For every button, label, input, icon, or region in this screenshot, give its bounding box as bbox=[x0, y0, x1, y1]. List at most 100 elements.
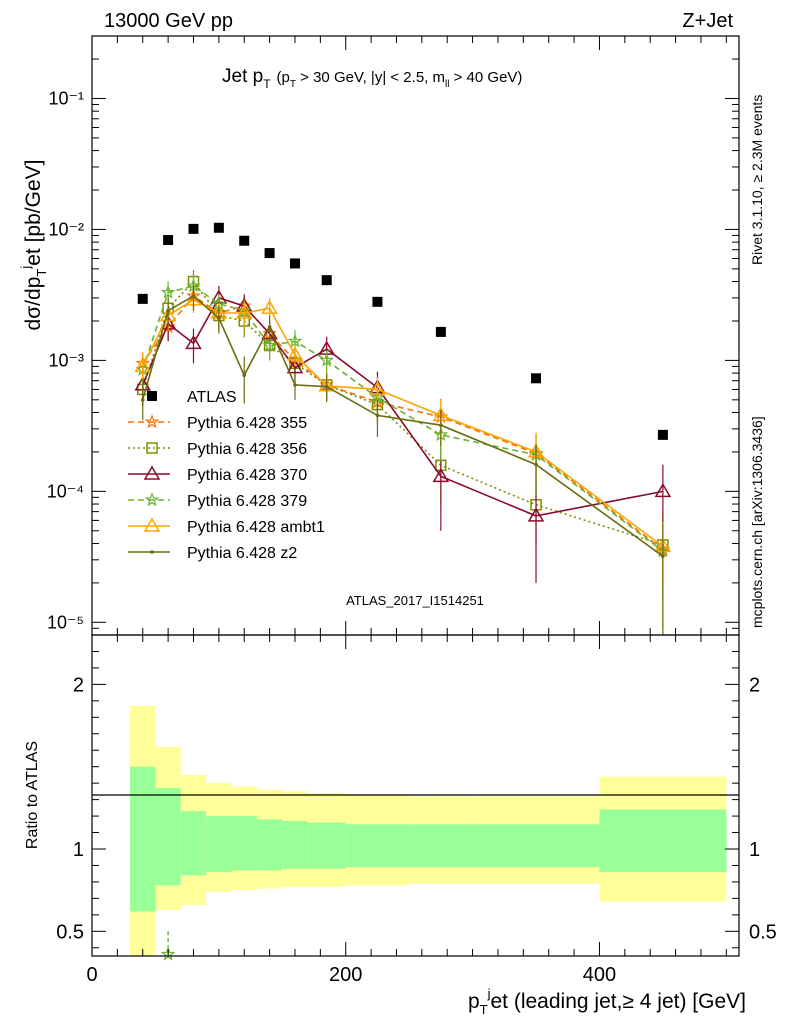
data-point bbox=[150, 550, 154, 554]
data-point bbox=[191, 294, 196, 298]
main-y-ticks: 10⁻¹ 10⁻² 10⁻³ 10⁻⁴ 10⁻⁵ bbox=[47, 36, 739, 636]
band-inner bbox=[599, 809, 727, 873]
header-right: Z+Jet bbox=[682, 10, 733, 32]
data-point bbox=[185, 334, 202, 350]
data-point bbox=[188, 223, 199, 234]
data-point bbox=[531, 373, 542, 384]
y-tick-label: 10⁻⁵ bbox=[47, 612, 84, 632]
data-point bbox=[213, 222, 224, 233]
data-point bbox=[239, 235, 250, 246]
data-point bbox=[140, 398, 145, 402]
title-cond-b-sub: ll bbox=[445, 79, 449, 90]
data-point bbox=[324, 384, 329, 389]
data-point bbox=[143, 465, 161, 480]
main-y-label: dσ/dpTjet [pb/GeV] bbox=[18, 160, 49, 331]
legend-label: Pythia 6.428 z2 bbox=[187, 545, 297, 562]
series-line bbox=[141, 285, 664, 552]
data-point bbox=[321, 275, 332, 286]
legend-item: Pythia 6.428 355 bbox=[128, 414, 307, 432]
data-point bbox=[144, 492, 160, 507]
legend: ATLAS Pythia 6.428 355 Pythia 6.428 356 Pyt… bbox=[128, 389, 325, 562]
ratio-y-label: Ratio to ATLAS bbox=[24, 741, 41, 849]
series-line bbox=[142, 294, 664, 551]
band-inner bbox=[206, 816, 232, 873]
data-point bbox=[375, 413, 380, 418]
band-inner bbox=[231, 816, 257, 871]
svg-text:dσ/dpTjet [pb/GeV]: dσ/dpTjet [pb/GeV] bbox=[18, 160, 49, 331]
x-tick-label: 0 bbox=[86, 964, 97, 986]
x-axis-label: pTjet (leading jet,≥ 4 jet) [GeV] bbox=[468, 986, 746, 1017]
data-point bbox=[657, 429, 668, 440]
ratio-y-tick-label-left: 1 bbox=[73, 839, 84, 861]
ratio-y-tick-label-right: 1 bbox=[749, 839, 760, 861]
ratio-y-tick-label-left: 2 bbox=[73, 674, 84, 696]
legend-label: Pythia 6.428 356 bbox=[187, 441, 307, 458]
series-atlas bbox=[137, 222, 668, 440]
data-point bbox=[137, 293, 148, 304]
data-point bbox=[661, 554, 665, 558]
data-point bbox=[144, 414, 160, 429]
ratio-y-tick-label-left: 0.5 bbox=[56, 921, 84, 943]
main-series bbox=[134, 222, 672, 635]
series-line bbox=[141, 296, 664, 517]
ratio-y-tick-label-right: 2 bbox=[749, 674, 760, 696]
data-point bbox=[134, 357, 152, 373]
band-inner bbox=[282, 821, 308, 869]
svg-text:pTjet (leading jet,≥ 4 jet) [G: pTjet (leading jet,≥ 4 jet) [GeV] bbox=[468, 986, 746, 1017]
data-point bbox=[534, 462, 538, 467]
data-point bbox=[432, 467, 450, 483]
ratio-bands bbox=[130, 705, 727, 956]
svg-text:Jet pT(pT > 30 GeV, |y| < 2.5,: Jet pT (pT > 30 GeV, |y| < 2.5, mll > 40 … bbox=[222, 66, 522, 91]
data-point bbox=[319, 352, 335, 367]
data-point bbox=[235, 304, 253, 319]
series-line bbox=[141, 298, 664, 548]
y-tick-label: 10⁻⁴ bbox=[47, 481, 84, 501]
data-point bbox=[163, 235, 174, 246]
data-point bbox=[264, 248, 275, 259]
legend-label: Pythia 6.428 370 bbox=[187, 467, 307, 484]
band-inner bbox=[345, 824, 410, 868]
series-pythia-6-428-370 bbox=[134, 285, 672, 583]
band-inner bbox=[180, 811, 207, 876]
data-point bbox=[267, 325, 272, 329]
band-inner bbox=[472, 824, 600, 868]
data-point bbox=[286, 359, 304, 374]
ratio-y-tick-label-right: 0.5 bbox=[749, 921, 777, 943]
data-point bbox=[435, 326, 446, 337]
data-point bbox=[160, 284, 176, 299]
data-point bbox=[261, 299, 278, 315]
legend-item: Pythia 6.428 379 bbox=[128, 492, 307, 510]
data-point bbox=[147, 391, 157, 401]
data-point bbox=[286, 346, 304, 361]
data-point bbox=[146, 442, 158, 454]
title-main-sub: T bbox=[263, 77, 271, 91]
data-point bbox=[242, 373, 247, 378]
header-left: 13000 GeV pp bbox=[104, 10, 233, 32]
y-tick-label: 10⁻³ bbox=[48, 350, 84, 370]
x-tick-label: 400 bbox=[583, 964, 616, 986]
data-point bbox=[289, 258, 300, 269]
data-point bbox=[143, 517, 161, 532]
title-cond-b: > 30 GeV, |y| < 2.5, m bbox=[296, 69, 445, 86]
ratio-panel-frame bbox=[91, 634, 740, 957]
title-cond-c: > 40 GeV) bbox=[449, 69, 522, 86]
title-cond-a-sub: T bbox=[290, 79, 296, 90]
data-point bbox=[217, 316, 221, 320]
legend-item: Pythia 6.428 ambt1 bbox=[128, 517, 325, 536]
data-point bbox=[293, 383, 297, 387]
band-inner bbox=[307, 822, 346, 869]
band-inner bbox=[409, 824, 473, 868]
data-point bbox=[654, 482, 672, 498]
data-point bbox=[369, 380, 386, 396]
y-tick-label: 10⁻¹ bbox=[48, 88, 84, 108]
data-point bbox=[262, 337, 277, 352]
band-inner bbox=[155, 788, 181, 886]
series-line bbox=[141, 295, 664, 557]
legend-label: Pythia 6.428 355 bbox=[187, 415, 307, 432]
band-inner bbox=[256, 819, 283, 871]
data-point bbox=[287, 333, 303, 348]
legend-label: Pythia 6.428 ambt1 bbox=[187, 519, 325, 536]
main-title: Jet pT (pT > 30 GeV, |y| < 2.5, mll > 40 … bbox=[222, 66, 522, 91]
series-pythia-6-428-ambt1 bbox=[134, 289, 672, 589]
band-inner bbox=[130, 766, 156, 912]
